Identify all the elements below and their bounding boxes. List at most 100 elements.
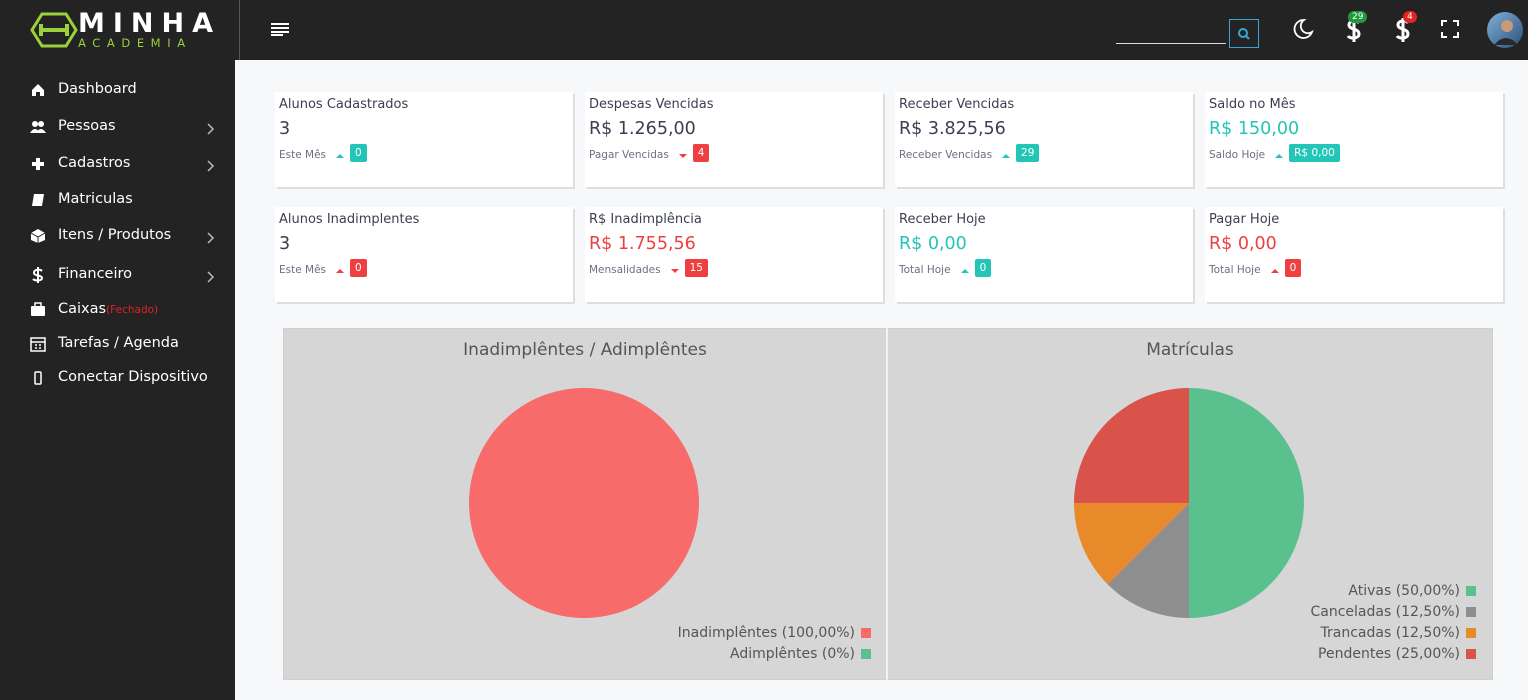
card-value: R$ 0,00 — [1209, 234, 1277, 254]
stat-card: Receber Hoje R$ 0,00 Total Hoje 0 — [895, 207, 1193, 302]
nav-label: Tarefas / Agenda — [58, 335, 179, 351]
top-bar: MINHA ACADEMIA 29 4 — [0, 0, 1528, 60]
card-value: 3 — [279, 119, 291, 139]
pie-slice — [1189, 388, 1304, 618]
card-value: R$ 3.825,56 — [899, 119, 1006, 139]
nav-label: Matriculas — [58, 191, 133, 207]
card-value: R$ 0,00 — [899, 234, 967, 254]
legend-swatch — [861, 628, 871, 638]
card-value: R$ 1.755,56 — [589, 234, 696, 254]
nav-item[interactable]: Caixas(Fechado) — [0, 295, 235, 325]
nav-icon — [34, 371, 42, 385]
submenu-chevron — [207, 232, 215, 244]
nav-icon — [31, 302, 45, 316]
submenu-chevron — [207, 160, 215, 172]
chart-title: Matrículas — [1146, 340, 1234, 360]
card-title: Saldo no Mês — [1209, 97, 1296, 112]
card-title: Pagar Hoje — [1209, 212, 1280, 227]
nav-text: Tarefas / Agenda — [58, 335, 179, 351]
nav-icon — [32, 158, 44, 170]
chart-title: Inadimplêntes / Adimplêntes — [463, 340, 707, 360]
pagar-icon[interactable] — [1393, 16, 1413, 44]
theme-toggle[interactable] — [1292, 18, 1314, 40]
trend-arrow — [960, 269, 969, 273]
trend-arrow — [336, 269, 345, 273]
legend-label: Ativas (50,00%) — [1348, 583, 1460, 599]
legend-swatch — [1466, 607, 1476, 617]
card-subtitle: Saldo Hoje — [1209, 149, 1266, 161]
menu-toggle[interactable] — [270, 21, 290, 37]
legend-label: Inadimplêntes (100,00%) — [678, 625, 855, 641]
card-title: Receber Hoje — [899, 212, 986, 227]
card-badge: 0 — [350, 144, 367, 162]
card-badge: 15 — [684, 259, 708, 277]
card-value: R$ 1.265,00 — [589, 119, 696, 139]
card-badge: R$ 0,00 — [1289, 144, 1340, 162]
nav-label: Cadastros — [58, 155, 130, 171]
fullscreen-button[interactable] — [1441, 20, 1459, 38]
trend-arrow — [1270, 269, 1279, 273]
card-badge: 29 — [1016, 144, 1040, 162]
stat-card: Alunos Cadastrados 3 Este Mês 0 — [275, 92, 573, 187]
card-title: Alunos Inadimplentes — [279, 212, 420, 227]
search-button[interactable] — [1229, 19, 1259, 48]
nav-item[interactable]: Pessoas — [0, 112, 235, 142]
search-input[interactable] — [1116, 43, 1226, 44]
legend-swatch — [1466, 628, 1476, 638]
nav-label: Financeiro — [58, 266, 132, 282]
card-subtitle: Este Mês — [279, 264, 327, 276]
logo-icon — [30, 12, 78, 48]
nav-text: Matriculas — [58, 191, 133, 207]
legend-label: Trancadas (12,50%) — [1320, 625, 1461, 641]
legend-swatch — [1466, 649, 1476, 659]
legend-label: Pendentes (25,00%) — [1318, 646, 1460, 662]
nav-item[interactable]: Dashboard — [0, 75, 235, 105]
card-title: Alunos Cadastrados — [279, 97, 409, 112]
card-subtitle: Mensalidades — [589, 264, 661, 276]
pagar-badge: 4 — [1403, 11, 1417, 23]
stat-card: Receber Vencidas R$ 3.825,56 Receber Venci… — [895, 92, 1193, 187]
nav-item[interactable]: Conectar Dispositivo — [0, 363, 235, 393]
stat-card: R$ Inadimplência R$ 1.755,56 Mensalidades 1… — [585, 207, 883, 302]
nav-label: Dashboard — [58, 81, 137, 97]
nav-text: Dashboard — [58, 81, 137, 97]
trend-arrow — [670, 269, 679, 273]
card-title: Receber Vencidas — [899, 97, 1015, 112]
trend-arrow — [1002, 154, 1011, 158]
card-badge: 0 — [350, 259, 367, 277]
receber-badge: 29 — [1348, 11, 1368, 23]
stat-card: Pagar Hoje R$ 0,00 Total Hoje 0 — [1205, 207, 1503, 302]
nav-item[interactable]: Cadastros — [0, 149, 235, 179]
trend-arrow — [678, 154, 687, 158]
card-subtitle: Este Mês — [279, 149, 327, 161]
nav-item[interactable]: Matriculas — [0, 185, 235, 215]
stat-card: Despesas Vencidas R$ 1.265,00 Pagar Vencid… — [585, 92, 883, 187]
logo-subtitle: ACADEMIA — [78, 36, 192, 50]
nav-item[interactable]: Itens / Produtos — [0, 221, 235, 251]
nav-item[interactable]: Financeiro — [0, 260, 235, 290]
submenu-chevron — [207, 271, 215, 283]
nav-status: (Fechado) — [106, 304, 159, 316]
nav-label: Conectar Dispositivo — [58, 369, 208, 385]
card-badge: 4 — [692, 144, 710, 162]
stat-card: Saldo no Mês R$ 150,00 Saldo Hoje R$ 0,00 — [1205, 92, 1503, 187]
nav-icon — [32, 84, 44, 96]
logo: MINHA ACADEMIA — [0, 0, 240, 60]
legend-label: Adimplêntes (0%) — [730, 646, 855, 662]
logo-title: MINHA — [78, 8, 222, 39]
user-avatar[interactable] — [1486, 11, 1524, 49]
nav-text: Cadastros — [58, 155, 131, 171]
legend-swatch — [861, 649, 871, 659]
trend-arrow — [336, 154, 345, 158]
card-subtitle: Total Hoje — [899, 264, 951, 276]
card-title: R$ Inadimplência — [589, 212, 702, 227]
nav-icon — [30, 121, 46, 133]
stat-card: Alunos Inadimplentes 3 Este Mês 0 — [275, 207, 573, 302]
legend-swatch — [1466, 586, 1476, 596]
pie-slice — [1074, 388, 1189, 503]
nav-item[interactable]: Tarefas / Agenda — [0, 329, 235, 359]
nav-icon — [30, 229, 46, 243]
card-value: 3 — [279, 234, 291, 254]
pie-slice — [1107, 503, 1189, 618]
